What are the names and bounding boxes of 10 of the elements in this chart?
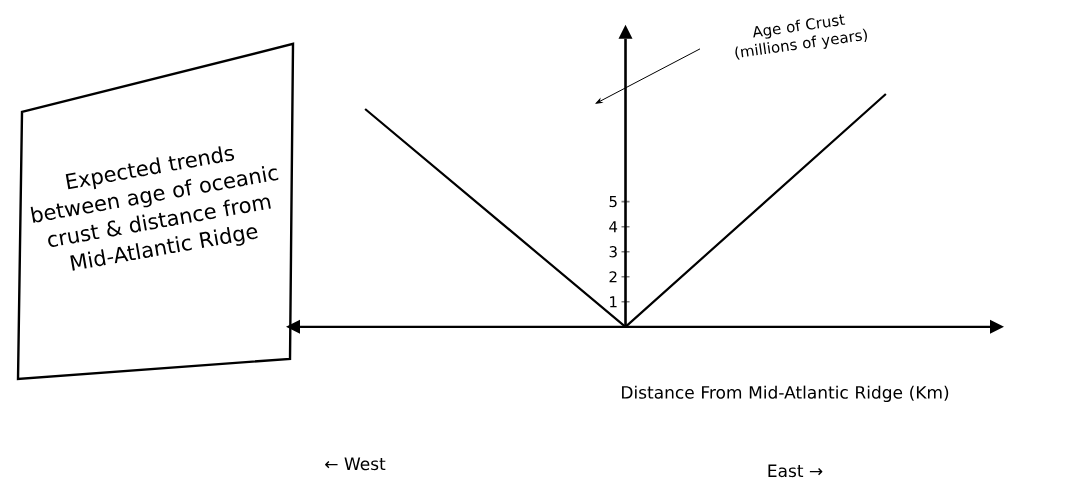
x-axis-title: Distance From Mid-Atlantic Ridge (Km): [622, 385, 949, 403]
y-tick-label: 1: [610, 296, 617, 308]
y-tick-label: 4: [609, 221, 618, 233]
y-tick-label: 3: [609, 246, 617, 258]
text: East →: [768, 464, 823, 478]
text: ← West: [325, 457, 386, 471]
y-tick-label: 2: [609, 271, 617, 283]
y-tick-label: 5: [609, 196, 617, 208]
y-axis-title: Age of Crust (millions of years): [735, 14, 867, 60]
text: Expected trends between age of oceanic crust & distance from Mid-Atlantic Ridge: [30, 146, 279, 271]
